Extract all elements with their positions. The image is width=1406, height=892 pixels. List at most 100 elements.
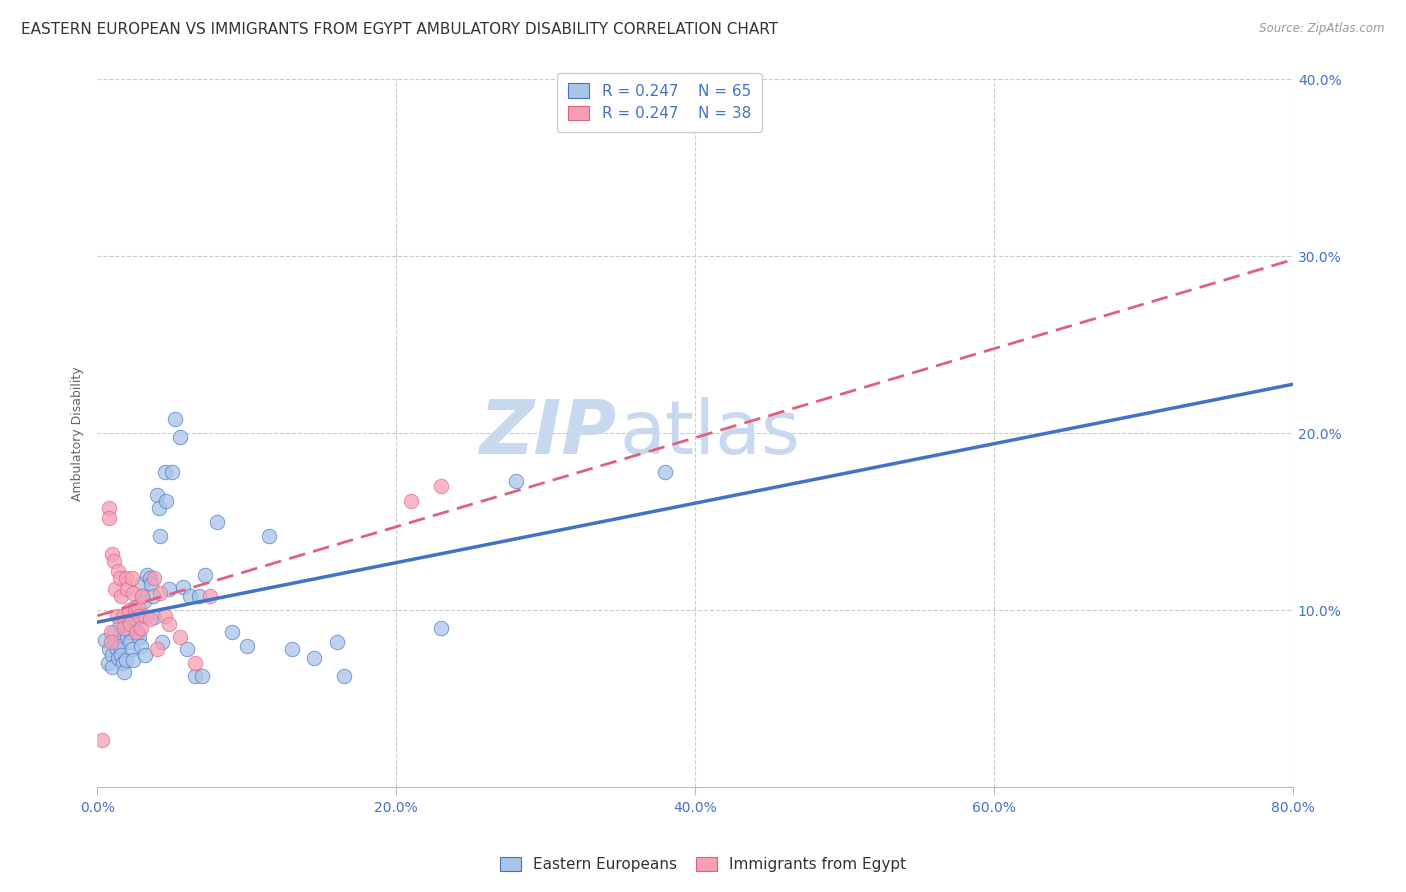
Point bbox=[108, 571, 131, 585]
Point bbox=[131, 589, 153, 603]
Point bbox=[111, 608, 134, 623]
Point bbox=[98, 511, 121, 525]
Point bbox=[110, 589, 132, 603]
Point bbox=[146, 488, 169, 502]
Point bbox=[176, 642, 198, 657]
Point bbox=[142, 589, 165, 603]
Point bbox=[108, 639, 131, 653]
Point bbox=[125, 624, 148, 639]
Point bbox=[104, 635, 127, 649]
Point bbox=[401, 493, 423, 508]
Point bbox=[221, 624, 243, 639]
Point bbox=[118, 612, 141, 626]
Point bbox=[103, 624, 125, 639]
Point bbox=[97, 657, 120, 671]
Point bbox=[114, 653, 136, 667]
Point bbox=[120, 624, 142, 639]
Point bbox=[107, 651, 129, 665]
Point bbox=[128, 630, 150, 644]
Point bbox=[148, 500, 170, 515]
Point bbox=[98, 642, 121, 657]
Point bbox=[124, 599, 146, 614]
Legend: Eastern Europeans, Immigrants from Egypt: Eastern Europeans, Immigrants from Egypt bbox=[492, 849, 914, 880]
Y-axis label: Ambulatory Disability: Ambulatory Disability bbox=[72, 366, 84, 500]
Point bbox=[112, 665, 135, 680]
Point bbox=[236, 639, 259, 653]
Point bbox=[143, 571, 166, 585]
Point bbox=[157, 617, 180, 632]
Point bbox=[165, 412, 187, 426]
Point bbox=[153, 465, 176, 479]
Point bbox=[183, 669, 205, 683]
Point bbox=[325, 635, 347, 649]
Point bbox=[118, 603, 141, 617]
Point bbox=[146, 642, 169, 657]
Point bbox=[430, 621, 453, 635]
Point bbox=[127, 624, 149, 639]
Point bbox=[120, 617, 142, 632]
Point bbox=[117, 582, 139, 596]
Point bbox=[117, 630, 139, 644]
Point bbox=[112, 621, 135, 635]
Point bbox=[105, 608, 128, 623]
Point bbox=[179, 589, 201, 603]
Point bbox=[139, 571, 162, 585]
Point bbox=[111, 657, 134, 671]
Point bbox=[205, 515, 228, 529]
Point bbox=[135, 567, 157, 582]
Point bbox=[117, 621, 139, 635]
Point bbox=[101, 660, 124, 674]
Point bbox=[157, 582, 180, 596]
Point bbox=[134, 608, 156, 623]
Point bbox=[259, 529, 281, 543]
Point bbox=[105, 642, 128, 657]
Point bbox=[141, 576, 163, 591]
Point bbox=[302, 651, 325, 665]
Point bbox=[188, 589, 211, 603]
Point bbox=[129, 621, 152, 635]
Point bbox=[103, 554, 125, 568]
Legend: R = 0.247    N = 65, R = 0.247    N = 38: R = 0.247 N = 65, R = 0.247 N = 38 bbox=[557, 72, 762, 132]
Point bbox=[107, 565, 129, 579]
Point bbox=[124, 603, 146, 617]
Point bbox=[333, 669, 356, 683]
Point bbox=[129, 639, 152, 653]
Point bbox=[149, 585, 172, 599]
Point bbox=[108, 617, 131, 632]
Point bbox=[139, 612, 162, 626]
Point bbox=[132, 594, 155, 608]
Point bbox=[131, 576, 153, 591]
Point bbox=[149, 529, 172, 543]
Point bbox=[150, 635, 173, 649]
Point bbox=[172, 580, 194, 594]
Point bbox=[169, 630, 191, 644]
Point bbox=[134, 648, 156, 662]
Point bbox=[191, 669, 214, 683]
Point bbox=[122, 653, 145, 667]
Point bbox=[101, 648, 124, 662]
Point bbox=[160, 465, 183, 479]
Point bbox=[505, 474, 527, 488]
Point bbox=[100, 635, 122, 649]
Point bbox=[121, 642, 143, 657]
Point bbox=[121, 571, 143, 585]
Point bbox=[122, 585, 145, 599]
Point bbox=[90, 732, 112, 747]
Text: Source: ZipAtlas.com: Source: ZipAtlas.com bbox=[1260, 22, 1385, 36]
Text: EASTERN EUROPEAN VS IMMIGRANTS FROM EGYPT AMBULATORY DISABILITY CORRELATION CHAR: EASTERN EUROPEAN VS IMMIGRANTS FROM EGYP… bbox=[21, 22, 778, 37]
Point bbox=[100, 624, 122, 639]
Point bbox=[120, 635, 142, 649]
Point bbox=[198, 589, 221, 603]
Point bbox=[108, 628, 131, 642]
Point bbox=[654, 465, 676, 479]
Text: atlas: atlas bbox=[620, 397, 801, 470]
Point bbox=[169, 430, 191, 444]
Point bbox=[183, 657, 205, 671]
Point bbox=[128, 608, 150, 623]
Point bbox=[194, 567, 217, 582]
Point bbox=[110, 648, 132, 662]
Text: ZIP: ZIP bbox=[481, 397, 617, 470]
Point bbox=[131, 589, 153, 603]
Point bbox=[143, 610, 166, 624]
Point bbox=[101, 547, 124, 561]
